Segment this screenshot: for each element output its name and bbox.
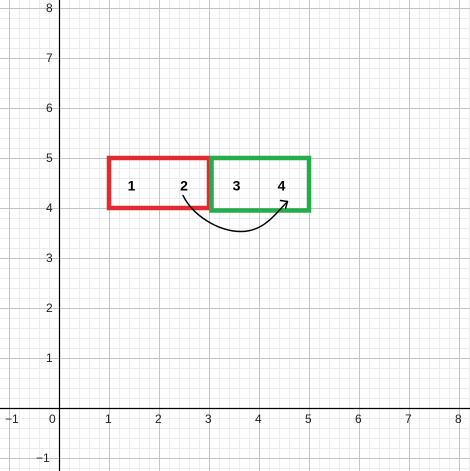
x-tick-label: 6 — [355, 412, 362, 426]
box-label-2: 2 — [180, 178, 188, 194]
x-tick-label: 8 — [455, 412, 462, 426]
x-tick-label: 2 — [155, 412, 162, 426]
x-tick-label: 5 — [305, 412, 312, 426]
y-tick-label: 7 — [46, 51, 53, 65]
y-tick-label: 3 — [46, 251, 53, 265]
x-tick-label: 3 — [205, 412, 212, 426]
arrow-head — [279, 199, 289, 210]
y-tick-label: 5 — [46, 151, 53, 165]
y-tick-label: 1 — [46, 351, 53, 365]
box-label-3: 3 — [233, 178, 241, 194]
x-tick-label: 7 — [405, 412, 412, 426]
x-tick-label: 4 — [255, 412, 262, 426]
y-tick-label: 2 — [46, 301, 53, 315]
green-box-outline — [209, 155, 312, 213]
red-box-outline — [106, 155, 212, 211]
y-tick-label: 6 — [46, 101, 53, 115]
y-tick-label: −1 — [36, 451, 50, 465]
y-tick-label: 4 — [46, 201, 53, 215]
curved-arrow — [182, 194, 289, 233]
x-tick-label: 0 — [49, 412, 56, 426]
x-tick-label: −1 — [5, 412, 19, 426]
x-tick-label: 1 — [105, 412, 112, 426]
box-label-4: 4 — [278, 178, 286, 194]
y-tick-label: 8 — [46, 1, 53, 15]
box-label-1: 1 — [128, 178, 136, 194]
arrow-curve — [182, 194, 289, 233]
